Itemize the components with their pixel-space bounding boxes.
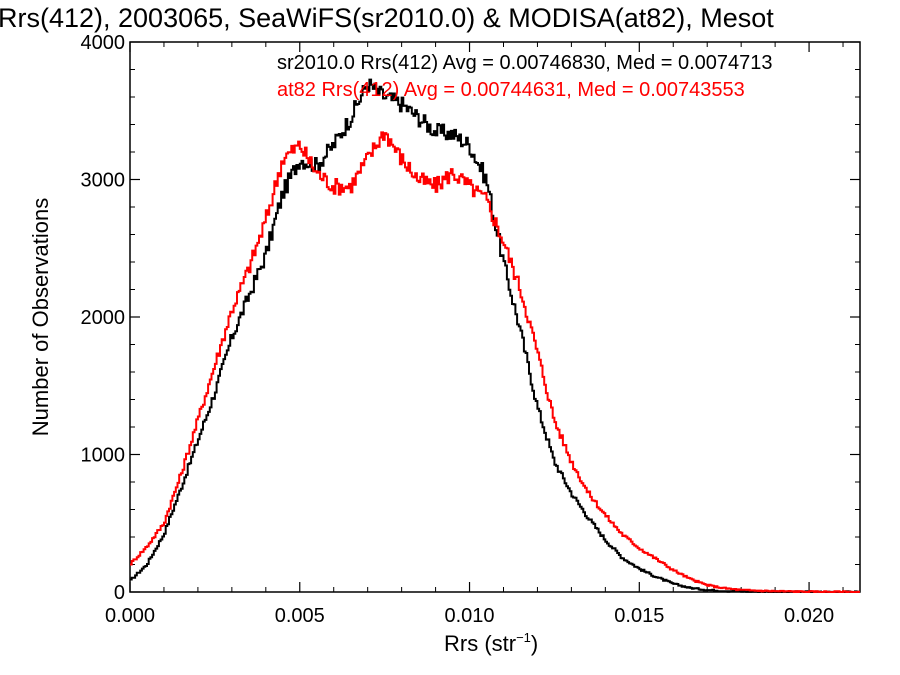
x-axis-label: Rrs (str−1)	[444, 630, 538, 656]
x-tick-label: 0.010	[445, 605, 495, 627]
x-tick-label: 0.000	[105, 605, 155, 627]
x-axis-label-superscript: −1	[516, 630, 531, 645]
series-line-at82	[130, 131, 860, 593]
x-axis-label-close: )	[531, 631, 538, 656]
series-line-sr20100	[130, 78, 860, 593]
chart-title: Rrs(412), 2003065, SeaWiFS(sr2010.0) & M…	[0, 3, 774, 33]
y-axis-label: Number of Observations	[28, 198, 53, 436]
y-tick-label: 3000	[81, 170, 126, 192]
legend-entry-at82: at82 Rrs(412) Avg = 0.00744631, Med = 0.…	[277, 79, 745, 101]
y-tick-label: 2000	[81, 307, 126, 329]
x-tick-label: 0.020	[784, 605, 834, 627]
legend-entry-sr2010: sr2010.0 Rrs(412) Avg = 0.00746830, Med …	[277, 52, 773, 74]
x-axis-label-main: Rrs (str	[444, 631, 516, 656]
x-tick-label: 0.015	[614, 605, 664, 627]
axes: 0.000 0.005 0.010 0.015 0.020 0 1000 2000 3000 40…	[81, 32, 860, 627]
y-tick-label: 0	[114, 582, 125, 604]
series-layer	[130, 78, 860, 593]
y-tick-label: 4000	[81, 32, 126, 54]
y-tick-label: 1000	[81, 445, 126, 467]
x-tick-label: 0.005	[275, 605, 325, 627]
